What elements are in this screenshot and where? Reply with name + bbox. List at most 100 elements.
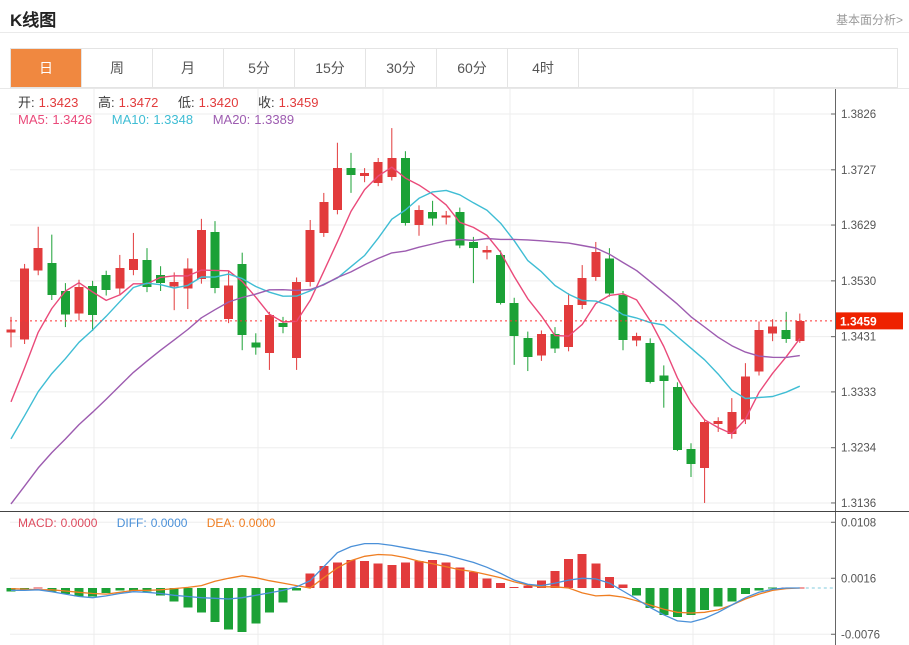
macd-histogram-bar	[237, 588, 247, 632]
close-value: 1.3459	[278, 95, 319, 110]
candle-body	[509, 302, 519, 337]
ma5-value: 1.3426	[52, 112, 93, 127]
candle-body	[346, 168, 356, 175]
candle-body	[196, 230, 206, 280]
y-axis-label: 1.3333	[841, 387, 876, 399]
open-label: 开:	[18, 95, 35, 110]
macd-axis-label: 0.0108	[841, 517, 876, 529]
candle-body	[618, 294, 628, 341]
candle-body	[33, 248, 43, 271]
macd-legend: MACD: 0.0000 DIFF: 0.0000 DEA: 0.0000	[18, 516, 279, 530]
macd-histogram-bar	[346, 559, 356, 588]
macd-value: 0.0000	[60, 516, 98, 530]
macd-histogram-bar	[387, 564, 397, 588]
tab-week[interactable]: 周	[82, 49, 153, 87]
macd-histogram-bar	[115, 588, 125, 591]
tab-4hour[interactable]: 4时	[508, 49, 579, 87]
macd-label: MACD:	[18, 516, 57, 530]
ma20-value: 1.3389	[254, 112, 295, 127]
macd-histogram-bar	[550, 570, 560, 588]
candle-body	[60, 291, 70, 315]
candle-body	[115, 267, 125, 289]
y-axis-label: 1.3826	[841, 109, 876, 121]
candle-body	[373, 161, 383, 183]
open-value: 1.3423	[38, 95, 79, 110]
candle-body	[88, 285, 98, 316]
tab-month[interactable]: 月	[153, 49, 224, 87]
macd-histogram-bar	[591, 563, 601, 588]
macd-histogram-bar	[455, 567, 465, 588]
candle-body	[305, 230, 315, 282]
macd-axis-label: -0.0076	[841, 629, 880, 641]
candle-body	[795, 320, 805, 342]
candle-body	[142, 259, 152, 288]
candle-body	[319, 201, 329, 233]
y-axis-label: 1.3530	[841, 276, 876, 288]
candle-body	[536, 333, 546, 356]
candle-body	[455, 212, 465, 246]
macd-histogram-bar	[482, 578, 492, 588]
macd-histogram-bar	[509, 586, 519, 588]
current-price-tag-text: 1.3459	[840, 314, 877, 328]
macd-histogram-bar	[632, 588, 642, 596]
tab-30min[interactable]: 30分	[366, 49, 437, 87]
low-label: 低:	[178, 95, 195, 110]
candle-body	[264, 315, 274, 354]
dea-label: DEA:	[206, 516, 235, 530]
tab-60min[interactable]: 60分	[437, 49, 508, 87]
tab-15min[interactable]: 15分	[295, 49, 366, 87]
tab-day[interactable]: 日	[11, 49, 82, 87]
macd-histogram-bar	[564, 558, 574, 588]
macd-histogram-bar	[332, 562, 342, 588]
macd-histogram-bar	[264, 588, 274, 613]
y-axis-label: 1.3629	[841, 220, 876, 232]
current-price-tag	[836, 312, 903, 330]
candle-body	[727, 412, 737, 435]
candle-body	[591, 252, 601, 277]
macd-histogram-bar	[441, 562, 451, 588]
candle-body	[523, 337, 533, 357]
macd-histogram-bar	[88, 588, 98, 597]
ma10-value: 1.3348	[153, 112, 194, 127]
candle-body	[659, 375, 669, 382]
macd-histogram-bar	[686, 588, 696, 615]
macd-axis-label: 0.0016	[841, 573, 876, 585]
macd-histogram-bar	[400, 562, 410, 588]
candle-body	[550, 333, 560, 349]
macd-histogram-bar	[645, 588, 655, 609]
diff-line	[11, 542, 800, 623]
high-value: 1.3472	[118, 95, 159, 110]
candle-body	[400, 157, 410, 223]
macd-histogram-bar	[768, 587, 778, 589]
macd-histogram-bar	[428, 559, 438, 588]
candle-body	[101, 275, 111, 290]
diff-label: DIFF:	[116, 516, 147, 530]
macd-histogram-bar	[468, 572, 478, 588]
macd-histogram-bar	[523, 585, 533, 588]
ma20-label: MA20:	[212, 112, 251, 127]
macd-histogram-bar	[727, 588, 737, 602]
ma5-label: MA5:	[18, 112, 49, 127]
tab-5min[interactable]: 5分	[224, 49, 295, 87]
macd-histogram-bar	[183, 588, 193, 608]
candle-body	[672, 386, 682, 450]
candle-body	[577, 278, 587, 306]
ma10-line	[10, 189, 801, 440]
candle-body	[74, 287, 84, 314]
close-label: 收:	[258, 95, 275, 110]
y-axis-label: 1.3727	[841, 165, 876, 177]
ma-legend: MA5: 1.3426 MA10: 1.3348 MA20: 1.3389	[18, 112, 298, 127]
candle-body	[237, 263, 247, 335]
candle-body	[128, 258, 138, 271]
macd-histogram-bar	[33, 587, 43, 589]
high-label: 高:	[98, 95, 115, 110]
diff-value: 0.0000	[150, 516, 188, 530]
macd-histogram-bar	[618, 584, 628, 588]
page-title: K线图	[10, 11, 57, 30]
candle-body	[251, 342, 261, 348]
candle-body	[496, 254, 506, 303]
fundamental-analysis-link[interactable]: 基本面分析>	[835, 13, 903, 27]
macd-histogram-bar	[101, 588, 111, 593]
y-axis-label: 1.3136	[841, 498, 876, 510]
